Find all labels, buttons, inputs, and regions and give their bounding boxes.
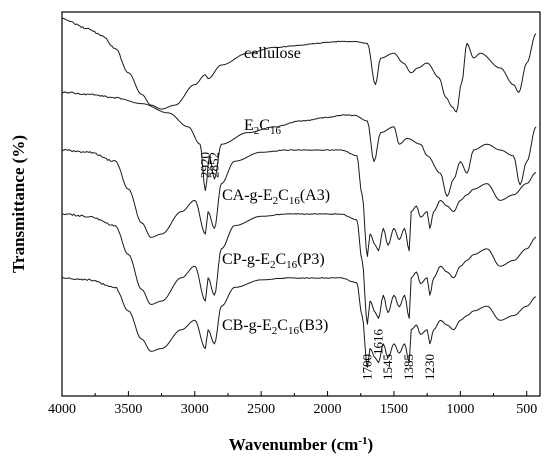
peak-label-2852: 2852 bbox=[206, 152, 221, 178]
series-line-5 bbox=[61, 277, 537, 368]
x-tick-label-1000: 1000 bbox=[446, 402, 474, 417]
peak-label-1385: 1385 bbox=[401, 354, 416, 380]
series-label-1: cellulose bbox=[244, 45, 301, 62]
x-tick-label-3500: 3500 bbox=[114, 402, 142, 417]
x-tick-label-4000: 4000 bbox=[48, 402, 76, 417]
x-tick-label-2000: 2000 bbox=[314, 402, 342, 417]
x-axis-title-sup: -1 bbox=[358, 435, 367, 447]
spectra-group bbox=[61, 17, 537, 368]
series-label-3: CA-g-E2C16(A3) bbox=[222, 187, 330, 207]
plot-frame bbox=[61, 11, 541, 397]
peak-label-1545: 1545 bbox=[380, 354, 395, 380]
series-line-3 bbox=[61, 148, 537, 257]
series-line-1 bbox=[61, 17, 537, 113]
series-label-5: CB-g-E2C16(B3) bbox=[222, 317, 328, 337]
peak-label-2920: 2920 bbox=[197, 152, 212, 178]
peak-label-1616: 1616 bbox=[371, 329, 386, 356]
peak-label-1700: 1700 bbox=[359, 354, 374, 380]
peak-label-1230: 1230 bbox=[422, 354, 437, 380]
plot-area: cellulose E2C16 CA-g-E2C16(A3) CP-g-E2C16(P… bbox=[48, 11, 541, 417]
series-label-4: CP-g-E2C16(P3) bbox=[222, 251, 325, 271]
x-axis-title-close: ) bbox=[368, 435, 374, 454]
series-line-4 bbox=[61, 213, 537, 325]
x-tick-label-500: 500 bbox=[516, 402, 537, 417]
series-labels: cellulose E2C16 CA-g-E2C16(A3) CP-g-E2C16(P… bbox=[222, 45, 330, 337]
series-line-2 bbox=[61, 91, 537, 197]
series-label-2: E2C16 bbox=[244, 117, 281, 137]
x-tick-label-3000: 3000 bbox=[181, 402, 209, 417]
x-tick-label-2500: 2500 bbox=[247, 402, 275, 417]
x-axis-title: Wavenumber (cm-1) bbox=[229, 435, 373, 454]
y-axis-title: Transmittance (%) bbox=[9, 135, 28, 273]
x-axis-title-main: Wavenumber (cm bbox=[229, 435, 359, 454]
x-tick-label-1500: 1500 bbox=[380, 402, 408, 417]
x-ticks: 4000 3500 3000 2500 2000 1500 1000 500 bbox=[48, 391, 537, 417]
